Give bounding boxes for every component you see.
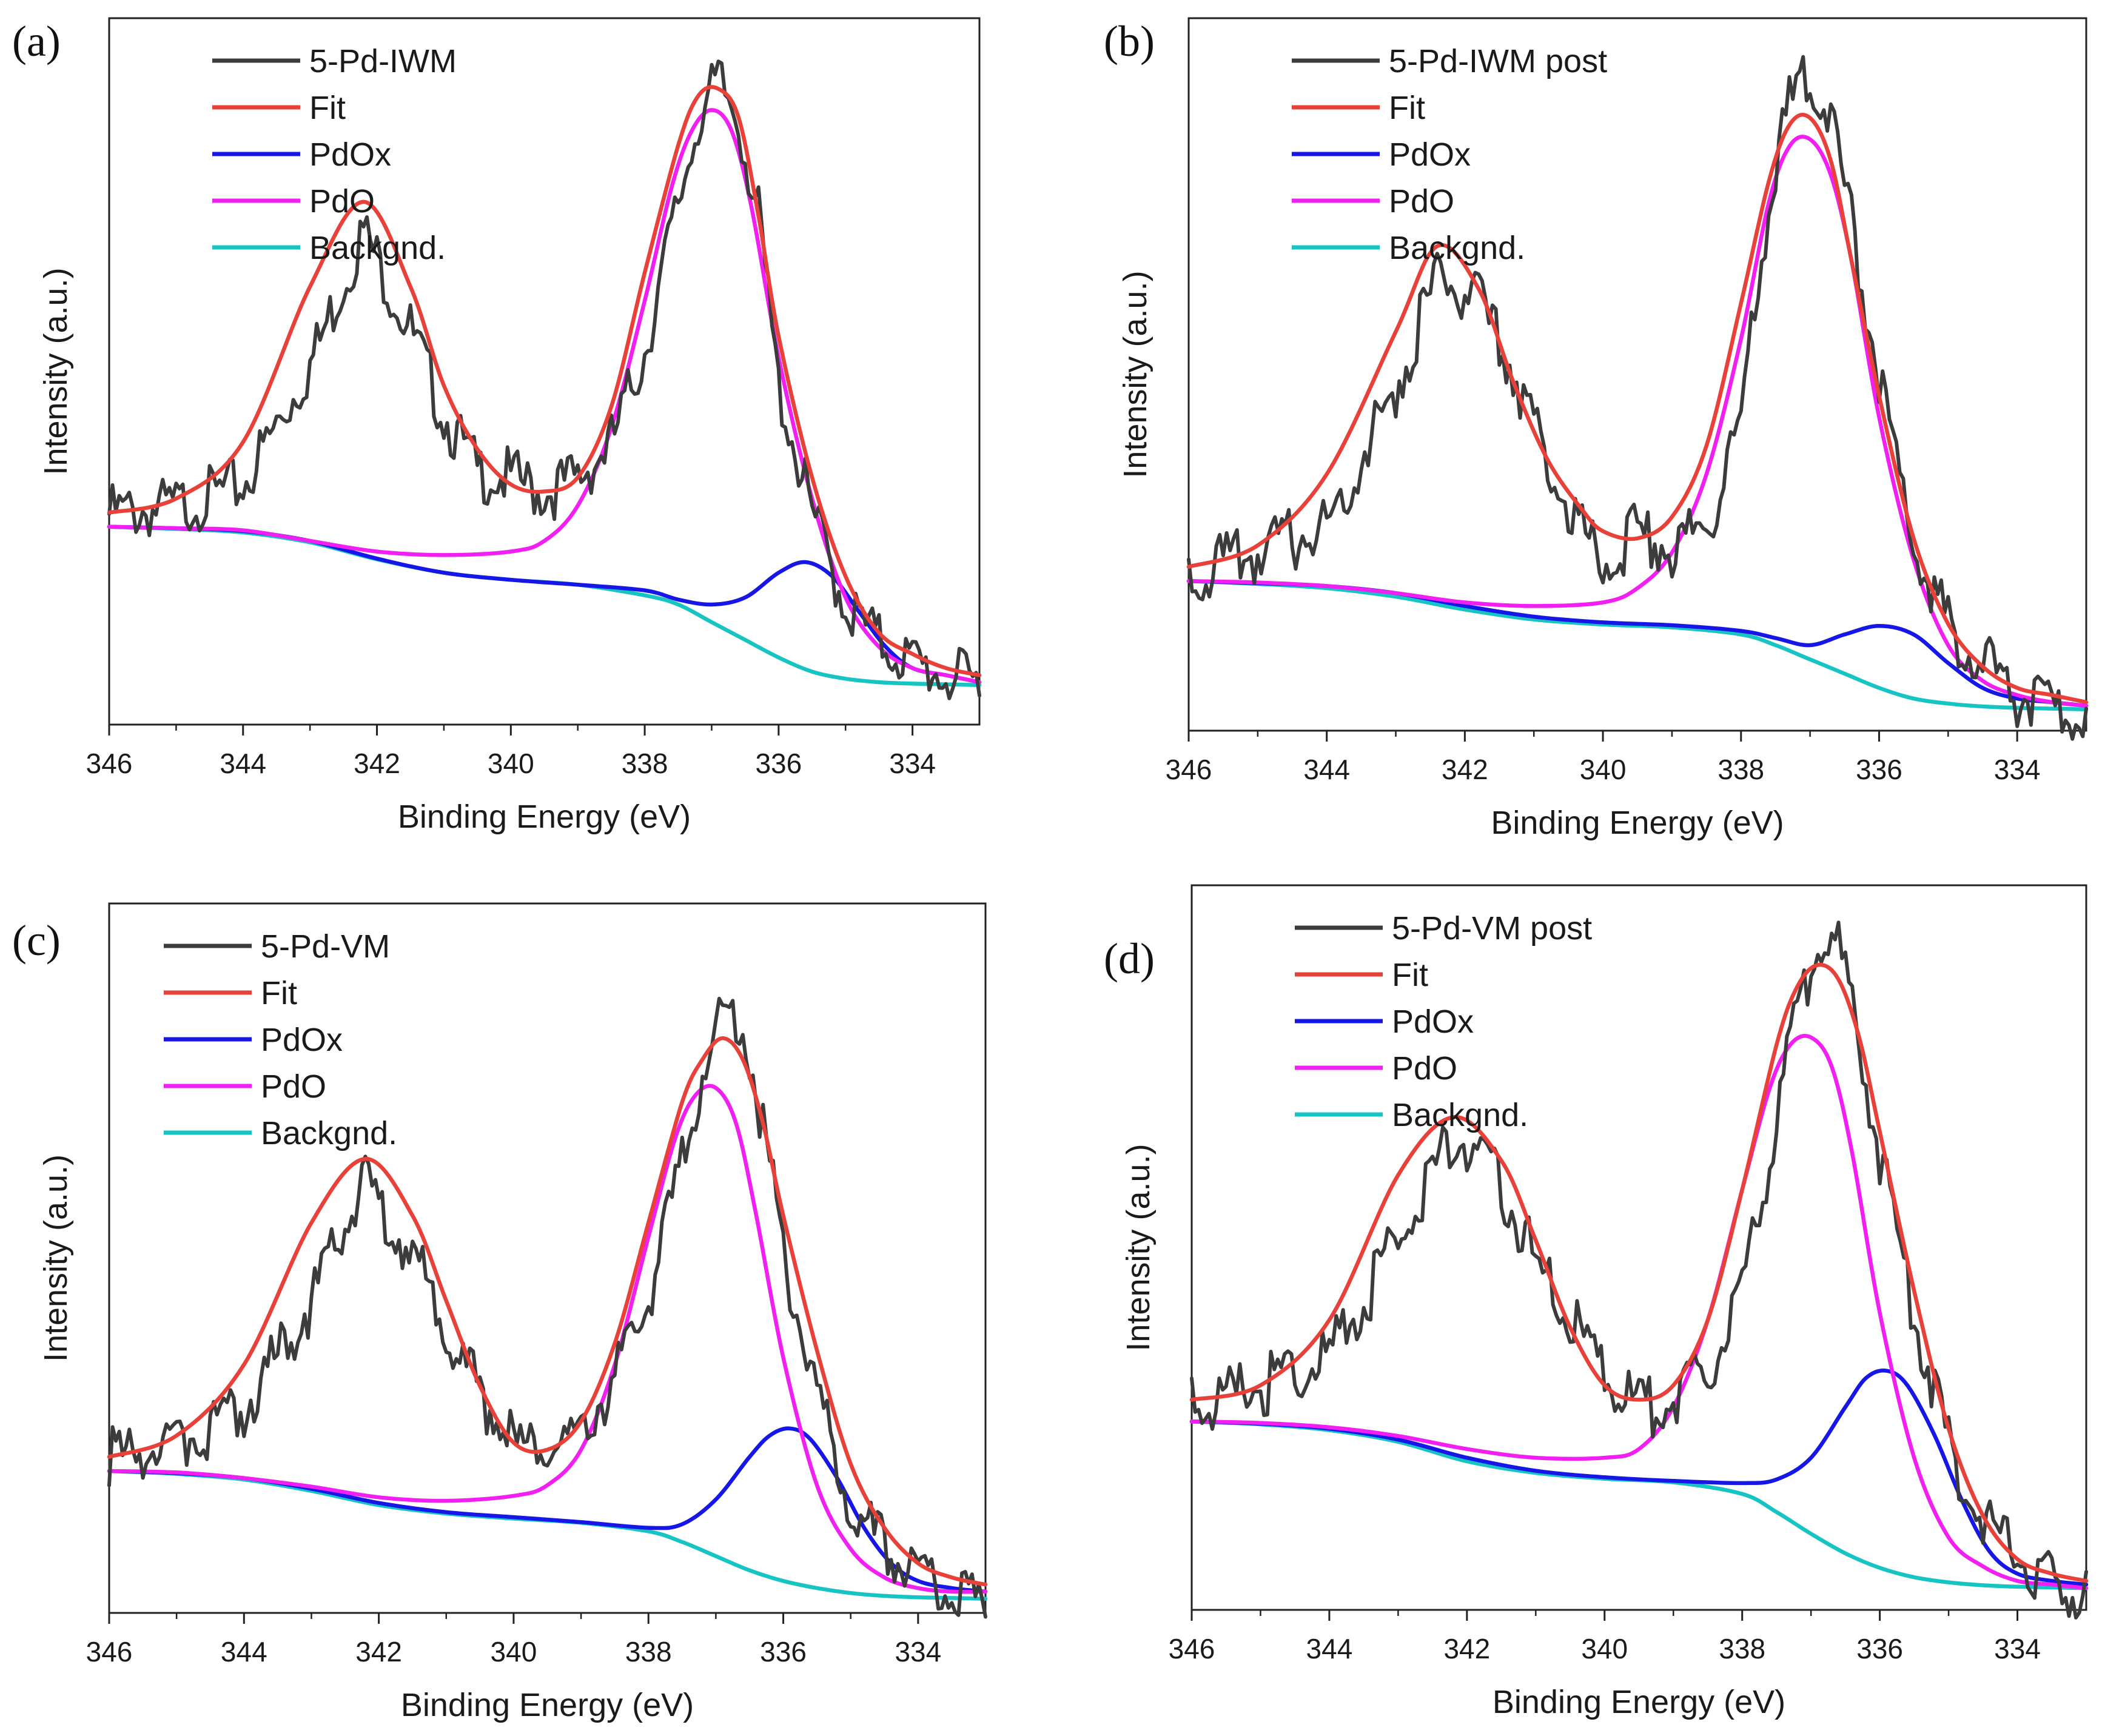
legend-label: PdOx: [309, 136, 391, 173]
series-line-fit: [1186, 113, 2089, 705]
x-tick-label: 344: [220, 748, 266, 779]
x-tick-label: 342: [1442, 754, 1488, 785]
x-tick-label: 340: [1580, 754, 1627, 785]
series-line-fit: [107, 85, 982, 677]
x-tick-label: 334: [1994, 754, 2041, 785]
chart-panel: (b) 346 344 342 340 338 336 334 Binding Energy (…: [1104, 17, 2089, 841]
x-tick-label: 334: [895, 1636, 941, 1667]
x-tick-label: 346: [86, 1636, 133, 1667]
x-tick-label: 340: [1581, 1633, 1628, 1664]
x-tick-label: 338: [1719, 1633, 1765, 1664]
legend-label: PdO: [309, 183, 375, 220]
legend-label: Backgnd.: [309, 230, 446, 266]
legend-label: Fit: [309, 90, 346, 126]
x-tick-label: 342: [1443, 1633, 1490, 1664]
legend-label: PdO: [261, 1068, 326, 1105]
series-line-pdo: [1186, 135, 2089, 708]
legend-label: PdO: [1389, 183, 1454, 220]
x-tick-label: 346: [86, 748, 133, 779]
plot-frame: [1187, 17, 2087, 732]
x-tick-label: 344: [1306, 1633, 1353, 1664]
x-axis-title: Binding Energy (eV): [398, 799, 691, 835]
chart-panel: (d) 346 344 342 340 338 336 334 Binding Energy (…: [1104, 884, 2089, 1720]
x-tick-label: 344: [1303, 754, 1350, 785]
plot-frame: [108, 902, 987, 1614]
x-tick-label: 340: [488, 748, 534, 779]
legend-label: Backgnd.: [1389, 230, 1525, 266]
plot-frame: [1190, 884, 2087, 1611]
legend-label: PdOx: [1392, 1004, 1474, 1040]
series-line-pdox: [1189, 1368, 2089, 1587]
series-line-raw: [107, 996, 987, 1619]
series-line-raw: [1187, 55, 2088, 741]
legend-label: 5-Pd-IWM: [309, 43, 457, 79]
legend-label: Fit: [1389, 90, 1425, 126]
x-tick-label: 336: [755, 748, 802, 779]
series-line-raw: [107, 59, 981, 700]
series-line-pdo: [1189, 1034, 2089, 1590]
legend-label: 5-Pd-VM post: [1392, 910, 1592, 947]
x-tick-label: 338: [1718, 754, 1764, 785]
legend-label: Backgnd.: [261, 1115, 397, 1151]
plot-frame: [108, 17, 981, 726]
chart-panel: (a) 346 344 342 340 338 336 334 Binding Energy (…: [12, 17, 982, 835]
series-line-pdo: [107, 1084, 988, 1594]
series-line-fit: [107, 1036, 988, 1587]
legend-label: Backgnd.: [1392, 1097, 1528, 1133]
x-tick-label: 336: [1856, 1633, 1903, 1664]
series-line-pdox: [107, 1426, 988, 1594]
legend-label: 5-Pd-VM: [261, 928, 390, 965]
y-axis-title: Intensity (a.u.): [1120, 1144, 1157, 1351]
y-axis-title: Intensity (a.u.): [38, 267, 74, 475]
series-line-background: [1186, 579, 2089, 712]
x-axis-title: Binding Energy (eV): [1491, 805, 1784, 841]
panel-label: (d): [1104, 934, 1155, 983]
x-axis-title: Binding Energy (eV): [401, 1687, 694, 1723]
x-tick-label: 342: [355, 1636, 402, 1667]
panel-label: (b): [1104, 17, 1155, 65]
x-tick-label: 346: [1169, 1633, 1215, 1664]
panel-label: (c): [12, 916, 61, 965]
legend-label: PdO: [1392, 1050, 1457, 1087]
series-line-pdo: [107, 108, 982, 685]
legend-label: Fit: [261, 975, 297, 1011]
x-tick-label: 336: [760, 1636, 807, 1667]
series-line-pdox: [1186, 579, 2089, 708]
series-line-fit: [1189, 962, 2089, 1583]
series-line-background: [107, 1469, 988, 1601]
x-tick-label: 334: [889, 748, 936, 779]
series-line-raw: [1190, 920, 2088, 1620]
panel-label: (a): [12, 17, 61, 65]
y-axis-title: Intensity (a.u.): [38, 1155, 74, 1362]
legend-label: PdOx: [261, 1022, 343, 1058]
x-tick-label: 338: [625, 1636, 672, 1667]
x-tick-label: 342: [354, 748, 400, 779]
chart-panel: (c) 346 344 342 340 338 336 334 Binding Energy (…: [12, 902, 988, 1723]
legend-label: Fit: [1392, 957, 1428, 993]
x-tick-label: 336: [1856, 754, 1902, 785]
x-tick-label: 344: [221, 1636, 267, 1667]
y-axis-title: Intensity (a.u.): [1117, 270, 1153, 478]
x-tick-label: 334: [1994, 1633, 2041, 1664]
legend-label: 5-Pd-IWM post: [1389, 43, 1607, 79]
x-tick-label: 346: [1166, 754, 1212, 785]
x-tick-label: 340: [491, 1636, 537, 1667]
x-axis-title: Binding Energy (eV): [1493, 1684, 1785, 1720]
legend-label: PdOx: [1389, 136, 1471, 173]
x-tick-label: 338: [622, 748, 668, 779]
